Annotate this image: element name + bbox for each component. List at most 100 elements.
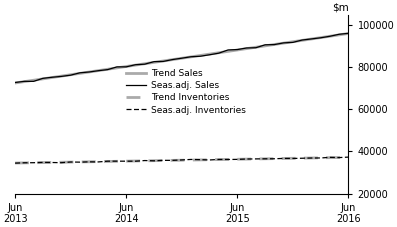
Trend Sales <box>216 51 221 54</box>
Seas.adj. Inventories <box>346 156 351 158</box>
Trend Sales <box>244 47 249 50</box>
Trend Inventories <box>300 157 304 160</box>
Trend Sales <box>207 53 212 55</box>
Seas.adj. Inventories <box>40 161 45 164</box>
Trend Inventories <box>253 158 258 160</box>
Seas.adj. Sales <box>13 81 17 84</box>
Seas.adj. Sales <box>309 38 314 40</box>
Seas.adj. Sales <box>152 60 156 63</box>
Trend Inventories <box>87 160 92 163</box>
Trend Sales <box>50 76 54 79</box>
Seas.adj. Sales <box>207 53 212 56</box>
Trend Inventories <box>77 160 82 163</box>
Trend Sales <box>272 43 277 46</box>
Seas.adj. Sales <box>337 33 341 36</box>
Trend Sales <box>198 54 203 57</box>
Seas.adj. Sales <box>143 63 147 66</box>
Seas.adj. Inventories <box>96 160 101 163</box>
Seas.adj. Sales <box>31 80 36 83</box>
Seas.adj. Sales <box>189 55 193 58</box>
Seas.adj. Inventories <box>87 160 92 163</box>
Seas.adj. Sales <box>77 72 82 74</box>
Seas.adj. Sales <box>235 48 240 51</box>
Trend Inventories <box>216 158 221 161</box>
Seas.adj. Sales <box>105 68 110 71</box>
Seas.adj. Inventories <box>253 158 258 160</box>
Line: Seas.adj. Inventories: Seas.adj. Inventories <box>15 157 349 163</box>
Trend Sales <box>281 42 286 44</box>
Trend Sales <box>328 35 332 38</box>
Seas.adj. Inventories <box>337 156 341 159</box>
Seas.adj. Inventories <box>309 157 314 159</box>
Trend Inventories <box>225 158 230 161</box>
Seas.adj. Inventories <box>179 159 184 161</box>
Seas.adj. Sales <box>68 74 73 76</box>
Trend Inventories <box>198 158 203 161</box>
Trend Inventories <box>291 157 295 160</box>
Seas.adj. Sales <box>346 32 351 35</box>
Trend Sales <box>263 44 268 47</box>
Trend Inventories <box>152 159 156 162</box>
Trend Inventories <box>13 162 17 164</box>
Seas.adj. Inventories <box>133 160 138 163</box>
Trend Inventories <box>309 157 314 159</box>
Trend Inventories <box>105 160 110 163</box>
Seas.adj. Inventories <box>281 157 286 160</box>
Seas.adj. Sales <box>244 47 249 49</box>
Seas.adj. Inventories <box>143 159 147 162</box>
Seas.adj. Inventories <box>13 162 17 165</box>
Seas.adj. Sales <box>40 77 45 80</box>
Seas.adj. Sales <box>328 35 332 38</box>
Trend Sales <box>235 49 240 51</box>
Seas.adj. Inventories <box>198 158 203 161</box>
Trend Inventories <box>133 160 138 162</box>
Trend Inventories <box>328 156 332 159</box>
Line: Seas.adj. Sales: Seas.adj. Sales <box>15 33 349 82</box>
Trend Sales <box>309 38 314 40</box>
Trend Sales <box>133 64 138 67</box>
Seas.adj. Inventories <box>115 160 119 163</box>
Trend Inventories <box>143 160 147 162</box>
Trend Sales <box>96 69 101 72</box>
Trend Sales <box>179 57 184 60</box>
Seas.adj. Inventories <box>77 161 82 163</box>
Trend Sales <box>22 80 27 83</box>
Trend Sales <box>31 79 36 81</box>
Seas.adj. Sales <box>198 55 203 58</box>
Seas.adj. Sales <box>115 66 119 68</box>
Seas.adj. Sales <box>96 69 101 72</box>
Trend Inventories <box>337 156 341 159</box>
Trend Sales <box>143 62 147 65</box>
Trend Sales <box>105 68 110 71</box>
Line: Trend Inventories: Trend Inventories <box>15 157 349 163</box>
Trend Sales <box>337 34 341 36</box>
Seas.adj. Inventories <box>170 159 175 162</box>
Trend Sales <box>170 58 175 61</box>
Trend Sales <box>291 40 295 43</box>
Seas.adj. Sales <box>59 75 64 78</box>
Trend Inventories <box>346 156 351 159</box>
Seas.adj. Sales <box>133 63 138 66</box>
Trend Inventories <box>59 161 64 164</box>
Trend Sales <box>77 72 82 75</box>
Seas.adj. Inventories <box>161 159 166 162</box>
Seas.adj. Sales <box>161 60 166 63</box>
Seas.adj. Inventories <box>50 161 54 164</box>
Trend Sales <box>124 65 129 68</box>
Seas.adj. Inventories <box>263 158 268 160</box>
Trend Inventories <box>68 161 73 163</box>
Seas.adj. Sales <box>300 39 304 41</box>
Trend Sales <box>253 46 258 49</box>
Seas.adj. Inventories <box>328 156 332 159</box>
Seas.adj. Inventories <box>244 158 249 160</box>
Trend Inventories <box>22 162 27 164</box>
Trend Inventories <box>318 156 323 159</box>
Line: Trend Sales: Trend Sales <box>15 34 349 83</box>
Seas.adj. Inventories <box>225 158 230 161</box>
Seas.adj. Inventories <box>152 159 156 162</box>
Trend Sales <box>318 36 323 39</box>
Seas.adj. Inventories <box>300 157 304 160</box>
Seas.adj. Sales <box>50 76 54 79</box>
Seas.adj. Inventories <box>272 157 277 160</box>
Seas.adj. Inventories <box>216 158 221 161</box>
